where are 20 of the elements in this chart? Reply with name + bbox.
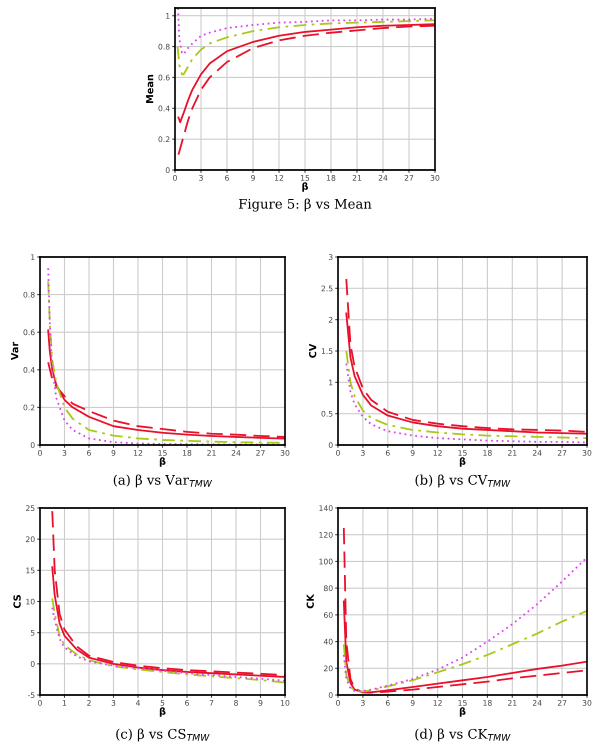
line-series bbox=[342, 556, 587, 692]
line-series bbox=[176, 19, 435, 76]
line-series bbox=[345, 350, 587, 440]
text: (b) β vs CV$_{TMW}$ bbox=[416, 474, 510, 488]
y-axis-title: Var bbox=[11, 342, 18, 360]
x-axis-title: β bbox=[460, 457, 466, 467]
x-axis-title: β bbox=[302, 182, 308, 192]
x-axis-title: β bbox=[460, 707, 466, 717]
x-axis-title: β bbox=[160, 457, 166, 467]
y-axis-title: CK bbox=[306, 594, 314, 608]
caption: Figure 5: β vs Mean bbox=[238, 198, 372, 212]
y-axis-title: CS bbox=[13, 595, 21, 608]
line-series bbox=[177, 8, 435, 56]
y-axis-title: Mean bbox=[146, 74, 154, 103]
line-series bbox=[345, 362, 587, 444]
text: (a) β vs Var$_{TMW}$ bbox=[114, 474, 212, 488]
x-axis-title: β bbox=[160, 707, 166, 717]
text: (c) β vs CS$_{TMW}$ bbox=[116, 728, 210, 742]
text: (d) β vs CK$_{TMW}$ bbox=[415, 728, 511, 742]
y-axis-title: CV bbox=[308, 344, 316, 358]
